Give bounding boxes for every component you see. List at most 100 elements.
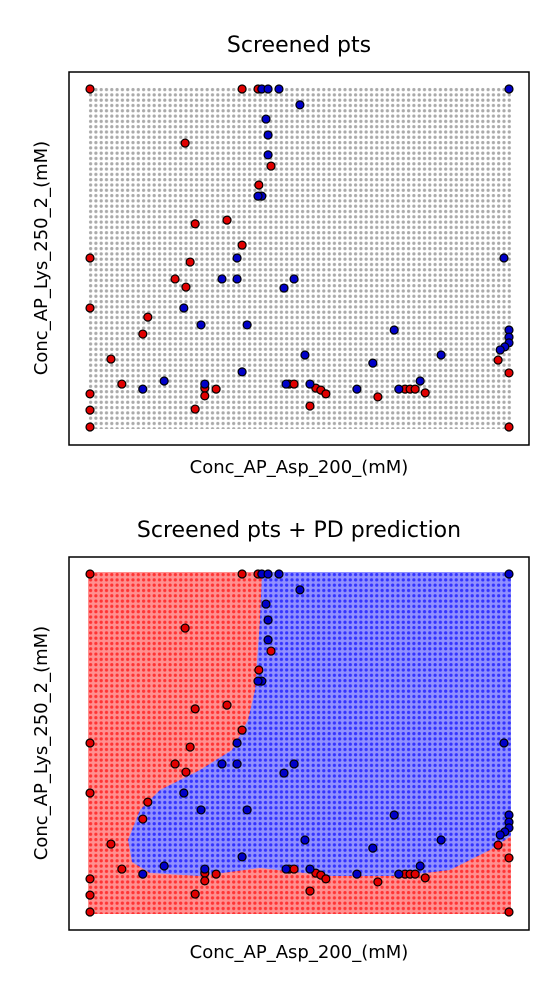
x-axis-label: Conc_AP_Asp_200_(mM) (190, 942, 409, 963)
point (295, 585, 305, 595)
point (253, 676, 263, 686)
point (85, 422, 95, 432)
point (266, 161, 276, 171)
point (394, 384, 404, 394)
point (170, 759, 180, 769)
point (495, 830, 505, 840)
point (196, 805, 206, 815)
point (138, 384, 148, 394)
point (305, 401, 315, 411)
point (237, 240, 247, 250)
point (242, 320, 252, 330)
point (254, 180, 264, 190)
point (180, 623, 190, 633)
point (295, 100, 305, 110)
point (85, 389, 95, 399)
point (85, 907, 95, 917)
point (200, 391, 210, 401)
point (415, 861, 425, 871)
point (211, 869, 221, 879)
point (368, 843, 378, 853)
point (436, 835, 446, 845)
point (179, 788, 189, 798)
point (504, 422, 514, 432)
y-axis-label: Conc_AP_Lys_250_2_(mM) (31, 626, 52, 860)
axes-frame (68, 556, 530, 931)
point (266, 646, 276, 656)
point (237, 725, 247, 735)
point (389, 325, 399, 335)
point (143, 312, 153, 322)
point (117, 864, 127, 874)
point (159, 861, 169, 871)
point (237, 569, 247, 579)
point (138, 814, 148, 824)
point (181, 282, 191, 292)
point (211, 384, 221, 394)
point (217, 274, 227, 284)
point (242, 805, 252, 815)
point (373, 392, 383, 402)
point (504, 569, 514, 579)
point (85, 405, 95, 415)
point (196, 320, 206, 330)
x-axis-label: Conc_AP_Asp_200_(mM) (190, 457, 409, 478)
point (106, 354, 116, 364)
point (415, 376, 425, 386)
point (493, 840, 503, 850)
point (254, 665, 264, 675)
point (85, 303, 95, 313)
point (181, 767, 191, 777)
axes-frame (68, 71, 530, 446)
point (138, 329, 148, 339)
point (200, 379, 210, 389)
panel-1 (68, 71, 530, 446)
point (420, 388, 430, 398)
point (85, 738, 95, 748)
point (117, 379, 127, 389)
point (305, 886, 315, 896)
point (495, 345, 505, 355)
point (352, 869, 362, 879)
point (279, 768, 289, 778)
point (185, 257, 195, 267)
point (190, 219, 200, 229)
point (170, 274, 180, 284)
point (232, 253, 242, 263)
point (274, 569, 284, 579)
point (410, 384, 420, 394)
point (200, 864, 210, 874)
panel-2 (68, 556, 530, 931)
point (237, 84, 247, 94)
chart-title: Screened pts + PD prediction (137, 518, 461, 543)
point (499, 738, 509, 748)
point (504, 853, 514, 863)
point (281, 379, 291, 389)
point (106, 839, 116, 849)
point (253, 191, 263, 201)
point (190, 704, 200, 714)
point (138, 869, 148, 879)
point (504, 84, 514, 94)
point (504, 907, 514, 917)
point (263, 84, 273, 94)
point (85, 84, 95, 94)
point (85, 788, 95, 798)
point (436, 350, 446, 360)
region-blue (128, 572, 511, 876)
point (222, 215, 232, 225)
point (504, 368, 514, 378)
point (321, 389, 331, 399)
point (85, 253, 95, 263)
point (279, 283, 289, 293)
point (190, 889, 200, 899)
point (185, 742, 195, 752)
point (261, 599, 271, 609)
point (261, 114, 271, 124)
point (179, 303, 189, 313)
point (274, 84, 284, 94)
point (305, 864, 315, 874)
point (217, 759, 227, 769)
point (321, 874, 331, 884)
